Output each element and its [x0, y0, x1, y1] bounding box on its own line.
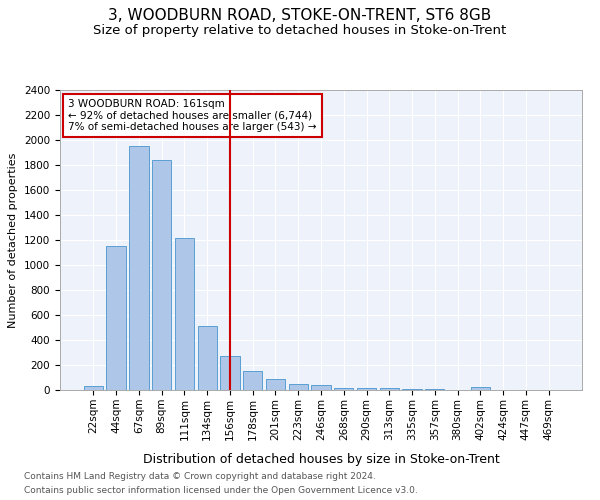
Y-axis label: Number of detached properties: Number of detached properties	[8, 152, 19, 328]
Text: 3 WOODBURN ROAD: 161sqm
← 92% of detached houses are smaller (6,744)
7% of semi-: 3 WOODBURN ROAD: 161sqm ← 92% of detache…	[68, 99, 316, 132]
Bar	[289, 384, 308, 390]
Bar	[197, 326, 217, 390]
Bar	[357, 388, 376, 390]
Bar	[175, 238, 194, 390]
Text: Contains public sector information licensed under the Open Government Licence v3: Contains public sector information licen…	[24, 486, 418, 495]
Bar	[152, 160, 172, 390]
Bar	[220, 356, 239, 390]
Text: Size of property relative to detached houses in Stoke-on-Trent: Size of property relative to detached ho…	[94, 24, 506, 37]
Bar	[243, 370, 262, 390]
Bar	[334, 388, 353, 390]
Bar	[106, 246, 126, 390]
Bar	[425, 389, 445, 390]
Bar	[84, 386, 103, 390]
Text: 3, WOODBURN ROAD, STOKE-ON-TRENT, ST6 8GB: 3, WOODBURN ROAD, STOKE-ON-TRENT, ST6 8G…	[109, 8, 491, 22]
Text: Contains HM Land Registry data © Crown copyright and database right 2024.: Contains HM Land Registry data © Crown c…	[24, 472, 376, 481]
Bar	[129, 146, 149, 390]
Bar	[311, 385, 331, 390]
Text: Distribution of detached houses by size in Stoke-on-Trent: Distribution of detached houses by size …	[143, 452, 499, 466]
Bar	[266, 380, 285, 390]
Bar	[470, 387, 490, 390]
Bar	[380, 388, 399, 390]
